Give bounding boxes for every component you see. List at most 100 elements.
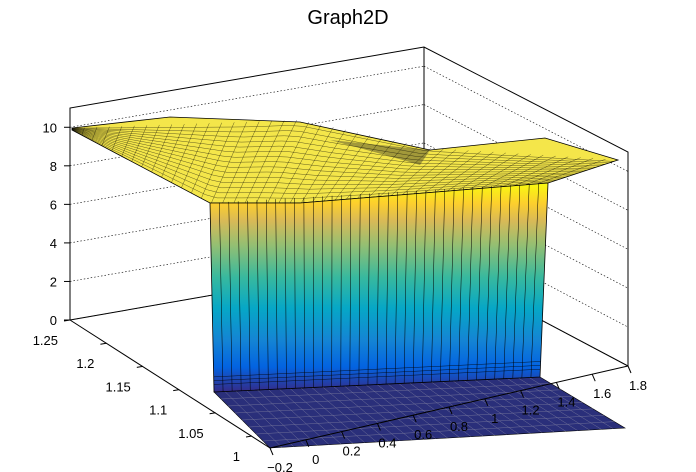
floor-mesh-line bbox=[248, 408, 594, 428]
wall-mesh-line bbox=[485, 186, 492, 380]
wall-mesh-line bbox=[530, 183, 539, 378]
y-tick-mark bbox=[136, 365, 143, 368]
x-tick-label: 0.2 bbox=[343, 444, 361, 459]
x-tick-mark bbox=[627, 365, 632, 374]
x-tick-label: 0.8 bbox=[450, 419, 468, 434]
plateau-mesh-line bbox=[71, 128, 597, 168]
wall-mesh-line bbox=[394, 191, 399, 384]
floor-mesh-line bbox=[255, 415, 604, 435]
y-tick-label: 1 bbox=[233, 449, 240, 464]
y-axis-line bbox=[69, 319, 271, 449]
wall-mesh-line bbox=[403, 191, 408, 384]
wall-mesh-line bbox=[247, 200, 251, 391]
wall-mesh-line bbox=[467, 187, 474, 381]
wall-mesh-line bbox=[294, 197, 296, 389]
x-tick-mark bbox=[520, 390, 525, 398]
x-tick-mark bbox=[555, 382, 560, 390]
x-axis-ticks: −0.2 0 0.2 0.4 0.6 0.8 1 1.2 1.4 1.6 1.8 bbox=[267, 365, 647, 472]
x-tick-label: 1.6 bbox=[593, 386, 611, 401]
plateau-mesh-line bbox=[71, 128, 592, 169]
plateau-mesh-line bbox=[379, 147, 432, 197]
plateau-mesh-line bbox=[71, 129, 566, 185]
y-tick-label: 1.2 bbox=[76, 356, 94, 371]
y-tick-label: 1.05 bbox=[178, 426, 203, 441]
wall-mesh-line bbox=[503, 185, 511, 379]
wall-mesh-line bbox=[237, 201, 242, 391]
x-tick-label: 1.8 bbox=[629, 378, 647, 393]
z-tick-label: 0 bbox=[50, 313, 57, 328]
chart-title: Graph2D bbox=[307, 7, 388, 29]
wall-mesh-line bbox=[476, 186, 483, 380]
plateau-mesh-line bbox=[71, 129, 570, 182]
wall-mesh-line bbox=[219, 202, 224, 392]
wall-mesh-line bbox=[228, 201, 233, 392]
wall-mesh-line bbox=[412, 190, 417, 383]
z-axis-ticks: 0 2 4 6 8 10 bbox=[43, 120, 70, 328]
wall-mesh-line bbox=[440, 189, 445, 382]
plateau-mesh-line bbox=[256, 120, 297, 204]
wall-mesh-line bbox=[213, 361, 541, 378]
plateau-mesh-line bbox=[71, 128, 588, 171]
well-wall-mesh bbox=[213, 183, 541, 392]
wall-mesh-line bbox=[303, 197, 305, 388]
wall-mesh-line bbox=[431, 189, 436, 383]
y-tick-label: 1.1 bbox=[149, 403, 167, 418]
well-floor-mesh bbox=[220, 377, 615, 448]
wall-mesh-line bbox=[213, 365, 541, 381]
x-tick-label: 0 bbox=[312, 452, 319, 467]
wall-mesh-line bbox=[275, 199, 278, 390]
z-tick-label: 4 bbox=[50, 236, 57, 251]
x-tick-label: 0.4 bbox=[378, 435, 396, 450]
floor-mesh-line bbox=[234, 395, 572, 414]
floor-mesh-line bbox=[241, 402, 583, 421]
plateau-mesh-line bbox=[71, 128, 601, 166]
wall-mesh-line bbox=[449, 188, 455, 382]
plateau-mesh bbox=[71, 120, 614, 204]
wall-mesh-line bbox=[367, 193, 370, 385]
z-tick-label: 2 bbox=[50, 274, 57, 289]
wall-mesh-line bbox=[521, 184, 530, 378]
x-tick-mark bbox=[412, 415, 417, 423]
x-tick-label: 1.2 bbox=[522, 403, 540, 418]
x-tick-mark bbox=[305, 439, 310, 447]
wall-mesh-line bbox=[266, 199, 269, 390]
plateau-mesh-line bbox=[71, 129, 575, 179]
z-gridline-back bbox=[69, 65, 425, 128]
plateau-mesh-line bbox=[71, 125, 614, 162]
x-tick-mark bbox=[448, 406, 453, 415]
y-tick-mark bbox=[209, 412, 216, 415]
wall-mesh-line bbox=[458, 187, 464, 381]
x-tick-label: −0.2 bbox=[267, 460, 293, 472]
floor-mesh-line bbox=[262, 421, 615, 442]
plateau-mesh-line bbox=[71, 128, 579, 176]
z-tick-label: 6 bbox=[50, 197, 57, 212]
x-tick-label: 0.6 bbox=[414, 427, 432, 442]
wall-mesh-line bbox=[340, 195, 342, 387]
y-tick-label: 1.15 bbox=[105, 379, 130, 394]
floor-mesh-line bbox=[220, 383, 551, 400]
y-tick-mark bbox=[100, 342, 107, 345]
z-tick-label: 8 bbox=[50, 159, 57, 174]
surface-plot bbox=[71, 116, 626, 449]
x-tick-mark bbox=[484, 398, 489, 406]
wall-mesh-line bbox=[422, 190, 427, 383]
plateau-mesh-line bbox=[71, 129, 557, 195]
wall-mesh-line bbox=[284, 198, 287, 389]
plateau-mesh-line bbox=[211, 121, 247, 204]
floor-mesh-line bbox=[227, 389, 562, 407]
wall-mesh-line bbox=[512, 184, 521, 379]
y-tick-mark bbox=[245, 435, 253, 438]
x-tick-mark bbox=[269, 447, 274, 456]
x-tick-label: 1.4 bbox=[557, 394, 575, 409]
plateau-mesh-line bbox=[71, 128, 584, 173]
z-tick-label: 10 bbox=[43, 120, 57, 135]
wall-mesh-line bbox=[376, 192, 380, 385]
wall-mesh-line bbox=[349, 194, 352, 386]
y-axis-ticks: 1 1.05 1.1 1.15 1.2 1.25 bbox=[33, 319, 253, 464]
plateau-mesh-line bbox=[71, 128, 605, 165]
y-tick-mark bbox=[63, 319, 71, 322]
wall-mesh-line bbox=[213, 369, 541, 385]
x-tick-mark bbox=[376, 423, 381, 431]
plateau-mesh-line bbox=[71, 129, 562, 190]
x-tick-mark bbox=[341, 431, 346, 439]
